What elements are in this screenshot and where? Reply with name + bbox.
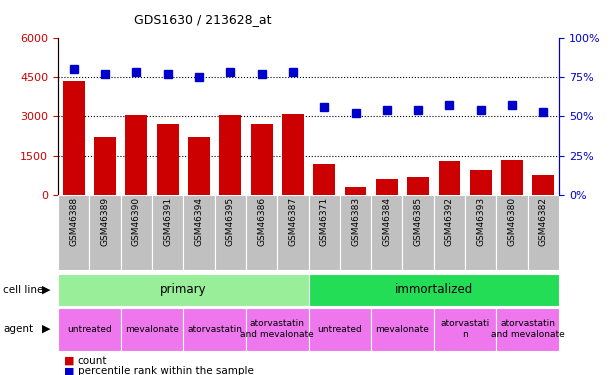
Text: atorvastatin
and mevalonate: atorvastatin and mevalonate — [491, 320, 565, 339]
Text: untreated: untreated — [67, 324, 112, 334]
Text: atorvastati
n: atorvastati n — [441, 320, 490, 339]
Text: GDS1630 / 213628_at: GDS1630 / 213628_at — [134, 13, 272, 26]
Bar — [152, 195, 183, 270]
Bar — [528, 195, 559, 270]
Bar — [309, 308, 371, 351]
Bar — [403, 195, 434, 270]
Bar — [188, 137, 210, 195]
Text: GSM46394: GSM46394 — [194, 197, 203, 246]
Text: count: count — [78, 356, 107, 366]
Text: percentile rank within the sample: percentile rank within the sample — [78, 366, 254, 375]
Bar — [251, 124, 273, 195]
Bar — [219, 115, 241, 195]
Bar — [434, 195, 465, 270]
Text: GSM46386: GSM46386 — [257, 197, 266, 246]
Bar — [434, 308, 497, 351]
Text: ■: ■ — [64, 356, 75, 366]
Bar — [277, 195, 309, 270]
Bar — [501, 160, 523, 195]
Bar — [309, 195, 340, 270]
Bar — [89, 195, 121, 270]
Bar — [340, 195, 371, 270]
Bar — [58, 274, 309, 306]
Text: GSM46383: GSM46383 — [351, 197, 360, 246]
Bar — [214, 195, 246, 270]
Bar — [497, 308, 559, 351]
Text: immortalized: immortalized — [395, 283, 473, 296]
Bar — [246, 308, 309, 351]
Text: GSM46384: GSM46384 — [382, 197, 391, 246]
Bar — [58, 195, 89, 270]
Text: atorvastatin
and mevalonate: atorvastatin and mevalonate — [240, 320, 314, 339]
Text: mevalonate: mevalonate — [125, 324, 179, 334]
Text: GSM46390: GSM46390 — [132, 197, 141, 246]
Bar — [470, 170, 492, 195]
Bar — [156, 124, 178, 195]
Bar — [246, 195, 277, 270]
Text: GSM46393: GSM46393 — [477, 197, 485, 246]
Bar — [121, 308, 183, 351]
Text: mevalonate: mevalonate — [376, 324, 430, 334]
Bar — [125, 115, 147, 195]
Text: untreated: untreated — [318, 324, 362, 334]
Text: GSM46392: GSM46392 — [445, 197, 454, 246]
Text: GSM46385: GSM46385 — [414, 197, 423, 246]
Bar — [465, 195, 497, 270]
Bar — [496, 195, 528, 270]
Text: cell line: cell line — [3, 285, 43, 295]
Text: GSM46389: GSM46389 — [101, 197, 109, 246]
Text: GSM46391: GSM46391 — [163, 197, 172, 246]
Bar — [313, 164, 335, 195]
Text: GSM46387: GSM46387 — [288, 197, 298, 246]
Bar — [309, 274, 559, 306]
Text: ▶: ▶ — [42, 285, 51, 295]
Bar — [371, 195, 403, 270]
Bar — [532, 176, 554, 195]
Text: GSM46382: GSM46382 — [539, 197, 548, 246]
Bar — [183, 195, 214, 270]
Bar — [345, 187, 367, 195]
Text: ▶: ▶ — [42, 324, 51, 334]
Text: primary: primary — [160, 283, 207, 296]
Text: GSM46388: GSM46388 — [69, 197, 78, 246]
Bar — [439, 161, 461, 195]
Bar — [58, 308, 121, 351]
Text: agent: agent — [3, 324, 33, 334]
Bar — [371, 308, 434, 351]
Text: ■: ■ — [64, 366, 75, 375]
Bar — [94, 137, 116, 195]
Bar — [407, 177, 429, 195]
Bar — [63, 81, 85, 195]
Text: GSM46371: GSM46371 — [320, 197, 329, 246]
Text: GSM46380: GSM46380 — [508, 197, 516, 246]
Text: GSM46395: GSM46395 — [226, 197, 235, 246]
Text: atorvastatin: atorvastatin — [187, 324, 242, 334]
Bar — [376, 179, 398, 195]
Bar — [121, 195, 152, 270]
Bar — [183, 308, 246, 351]
Bar — [282, 114, 304, 195]
